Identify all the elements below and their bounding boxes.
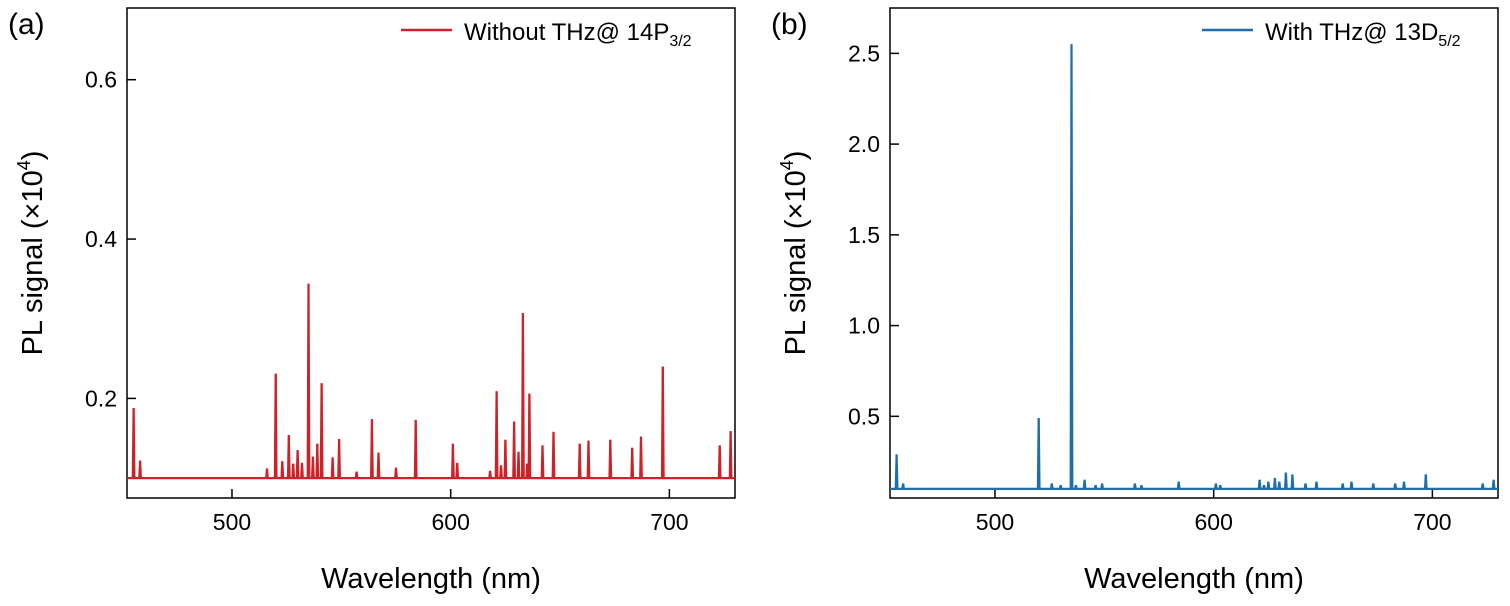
panel-b-legend-main: With THz@ 13D: [1265, 19, 1438, 46]
panel-b-x-ticks: 500 600 700: [976, 489, 1452, 535]
panel-a-legend-main: Without THz@ 14P: [464, 19, 669, 46]
panel-a-y-axis-label: PL signal (×104): [14, 151, 49, 356]
panel-b-x-axis-label: Wavelength (nm): [1084, 563, 1304, 595]
panel-a-legend-text: Without THz@ 14P3/2: [464, 19, 692, 50]
panel-a-plot-frame: [126, 7, 736, 499]
panel-b-series-line: [890, 44, 1498, 490]
panel-a-label: (a): [8, 8, 45, 41]
panel-a-peaks: [132, 283, 732, 479]
panel-a-legend: Without THz@ 14P3/2: [401, 19, 692, 50]
x-tick-label: 500: [213, 509, 251, 535]
panel-b-label: (b): [771, 8, 808, 41]
y-tick-label: 0.5: [848, 403, 880, 429]
panel-a-y-axis-label-close: ): [17, 151, 49, 161]
panel-a: (a) 0.2 0.4 0.6 500 600 700 Without THz@ 14P…: [8, 7, 736, 595]
y-tick-label: 1.0: [848, 313, 880, 339]
panel-a-x-ticks: 500 600 700: [213, 489, 689, 535]
panel-b-y-axis-label-main: PL signal (×10: [780, 170, 812, 355]
panel-b-y-axis-label: PL signal (×104): [777, 151, 812, 356]
x-tick-label: 600: [1194, 509, 1232, 535]
panel-a-series-line: [127, 283, 735, 480]
y-tick-label: 2.0: [848, 131, 880, 157]
panel-a-x-axis-label: Wavelength (nm): [321, 563, 541, 595]
y-tick-label: 0.2: [85, 385, 117, 411]
panel-b-legend-text: With THz@ 13D5/2: [1265, 19, 1461, 50]
panel-b-y-ticks: 0.5 1.0 1.5 2.0 2.5: [848, 40, 899, 429]
panel-b-y-axis-label-close: ): [780, 151, 812, 161]
y-tick-label: 1.5: [848, 222, 880, 248]
panel-b-legend-sub: 5/2: [1438, 33, 1460, 50]
panel-b-legend: With THz@ 13D5/2: [1202, 19, 1461, 50]
panel-b: (b) 0.5 1.0 1.5 2.0 2.5 500 600 700 With THz@ …: [771, 7, 1499, 595]
panel-b-y-axis-label-sup: 4: [777, 160, 797, 170]
x-tick-label: 700: [650, 509, 688, 535]
y-tick-label: 0.6: [85, 67, 117, 93]
panel-a-legend-sub: 3/2: [669, 33, 691, 50]
x-tick-label: 600: [431, 509, 469, 535]
x-tick-label: 500: [976, 509, 1014, 535]
panel-a-y-ticks: 0.2 0.4 0.6: [85, 67, 136, 411]
x-tick-label: 700: [1413, 509, 1451, 535]
panel-b-peaks: [895, 44, 1495, 489]
y-tick-label: 2.5: [848, 40, 880, 66]
panel-a-y-axis-label-sup: 4: [14, 160, 34, 170]
panel-a-y-axis-label-main: PL signal (×10: [17, 170, 49, 355]
y-tick-label: 0.4: [85, 226, 117, 252]
panel-b-plot-frame: [889, 7, 1499, 499]
